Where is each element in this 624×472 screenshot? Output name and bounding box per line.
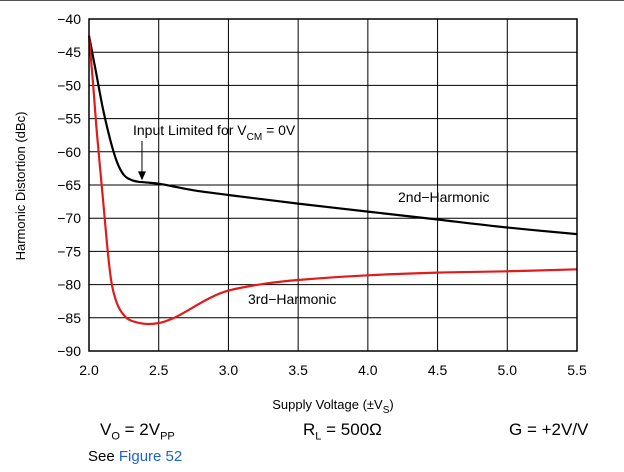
y-tick-label: −60 (57, 144, 81, 160)
figure-52-link[interactable]: Figure 52 (118, 448, 183, 465)
x-tick-label: 5.5 (567, 362, 587, 378)
input-limited-annotation: Input Limited for VCM = 0V (133, 122, 296, 143)
series-label-2nd-harmonic: 2nd−Harmonic (398, 189, 489, 205)
series-line-3rd-harmonic (87, 35, 578, 326)
y-tick-label: −65 (57, 177, 81, 193)
plot-series (87, 35, 578, 326)
series-label-3rd-harmonic: 3rd−Harmonic (248, 291, 336, 307)
condition-load-resistance: RL = 500Ω (303, 420, 382, 443)
y-tick-label: −80 (57, 277, 81, 293)
page-top-rule (0, 0, 624, 1)
y-tick-labels: −40 −45 −50 −55 −60 −65 −70 −75 −80 −85 −90 (57, 11, 81, 359)
y-tick-label: −55 (57, 111, 81, 127)
x-tick-label: 2.5 (149, 362, 169, 378)
annotation-arrowhead (137, 171, 146, 181)
y-tick-label: −40 (57, 11, 81, 27)
x-tick-label: 4.0 (358, 362, 378, 378)
y-tick-label: −45 (57, 44, 81, 60)
x-tick-label: 4.5 (428, 362, 448, 378)
x-tick-label: 3.5 (288, 362, 308, 378)
y-tick-label: −75 (57, 243, 81, 259)
y-tick-label: −70 (57, 210, 81, 226)
y-tick-label: −50 (57, 77, 81, 93)
y-tick-label: −85 (57, 310, 81, 326)
x-tick-label: 2.0 (79, 362, 99, 378)
plot-frame (88, 18, 578, 352)
x-tick-label: 3.0 (219, 362, 239, 378)
condition-gain: G = +2V/V (509, 420, 589, 439)
series-line-2nd-harmonic (87, 35, 578, 236)
see-figure-note: See Figure 52 (88, 448, 183, 465)
y-tick-label: −90 (57, 343, 81, 359)
x-axis-label: Supply Voltage (±VS) (272, 397, 394, 416)
y-axis-label: Harmonic Distortion (dBc) (13, 112, 28, 261)
x-tick-label: 5.0 (498, 362, 518, 378)
x-tick-labels: 2.0 2.5 3.0 3.5 4.0 4.5 5.0 5.5 (79, 362, 587, 378)
harmonic-distortion-chart: −40 −45 −50 −55 −60 −65 −70 −75 −80 −85 −90 2.0 2.5… (13, 11, 587, 416)
condition-output-voltage: VO = 2VPP (100, 420, 175, 443)
